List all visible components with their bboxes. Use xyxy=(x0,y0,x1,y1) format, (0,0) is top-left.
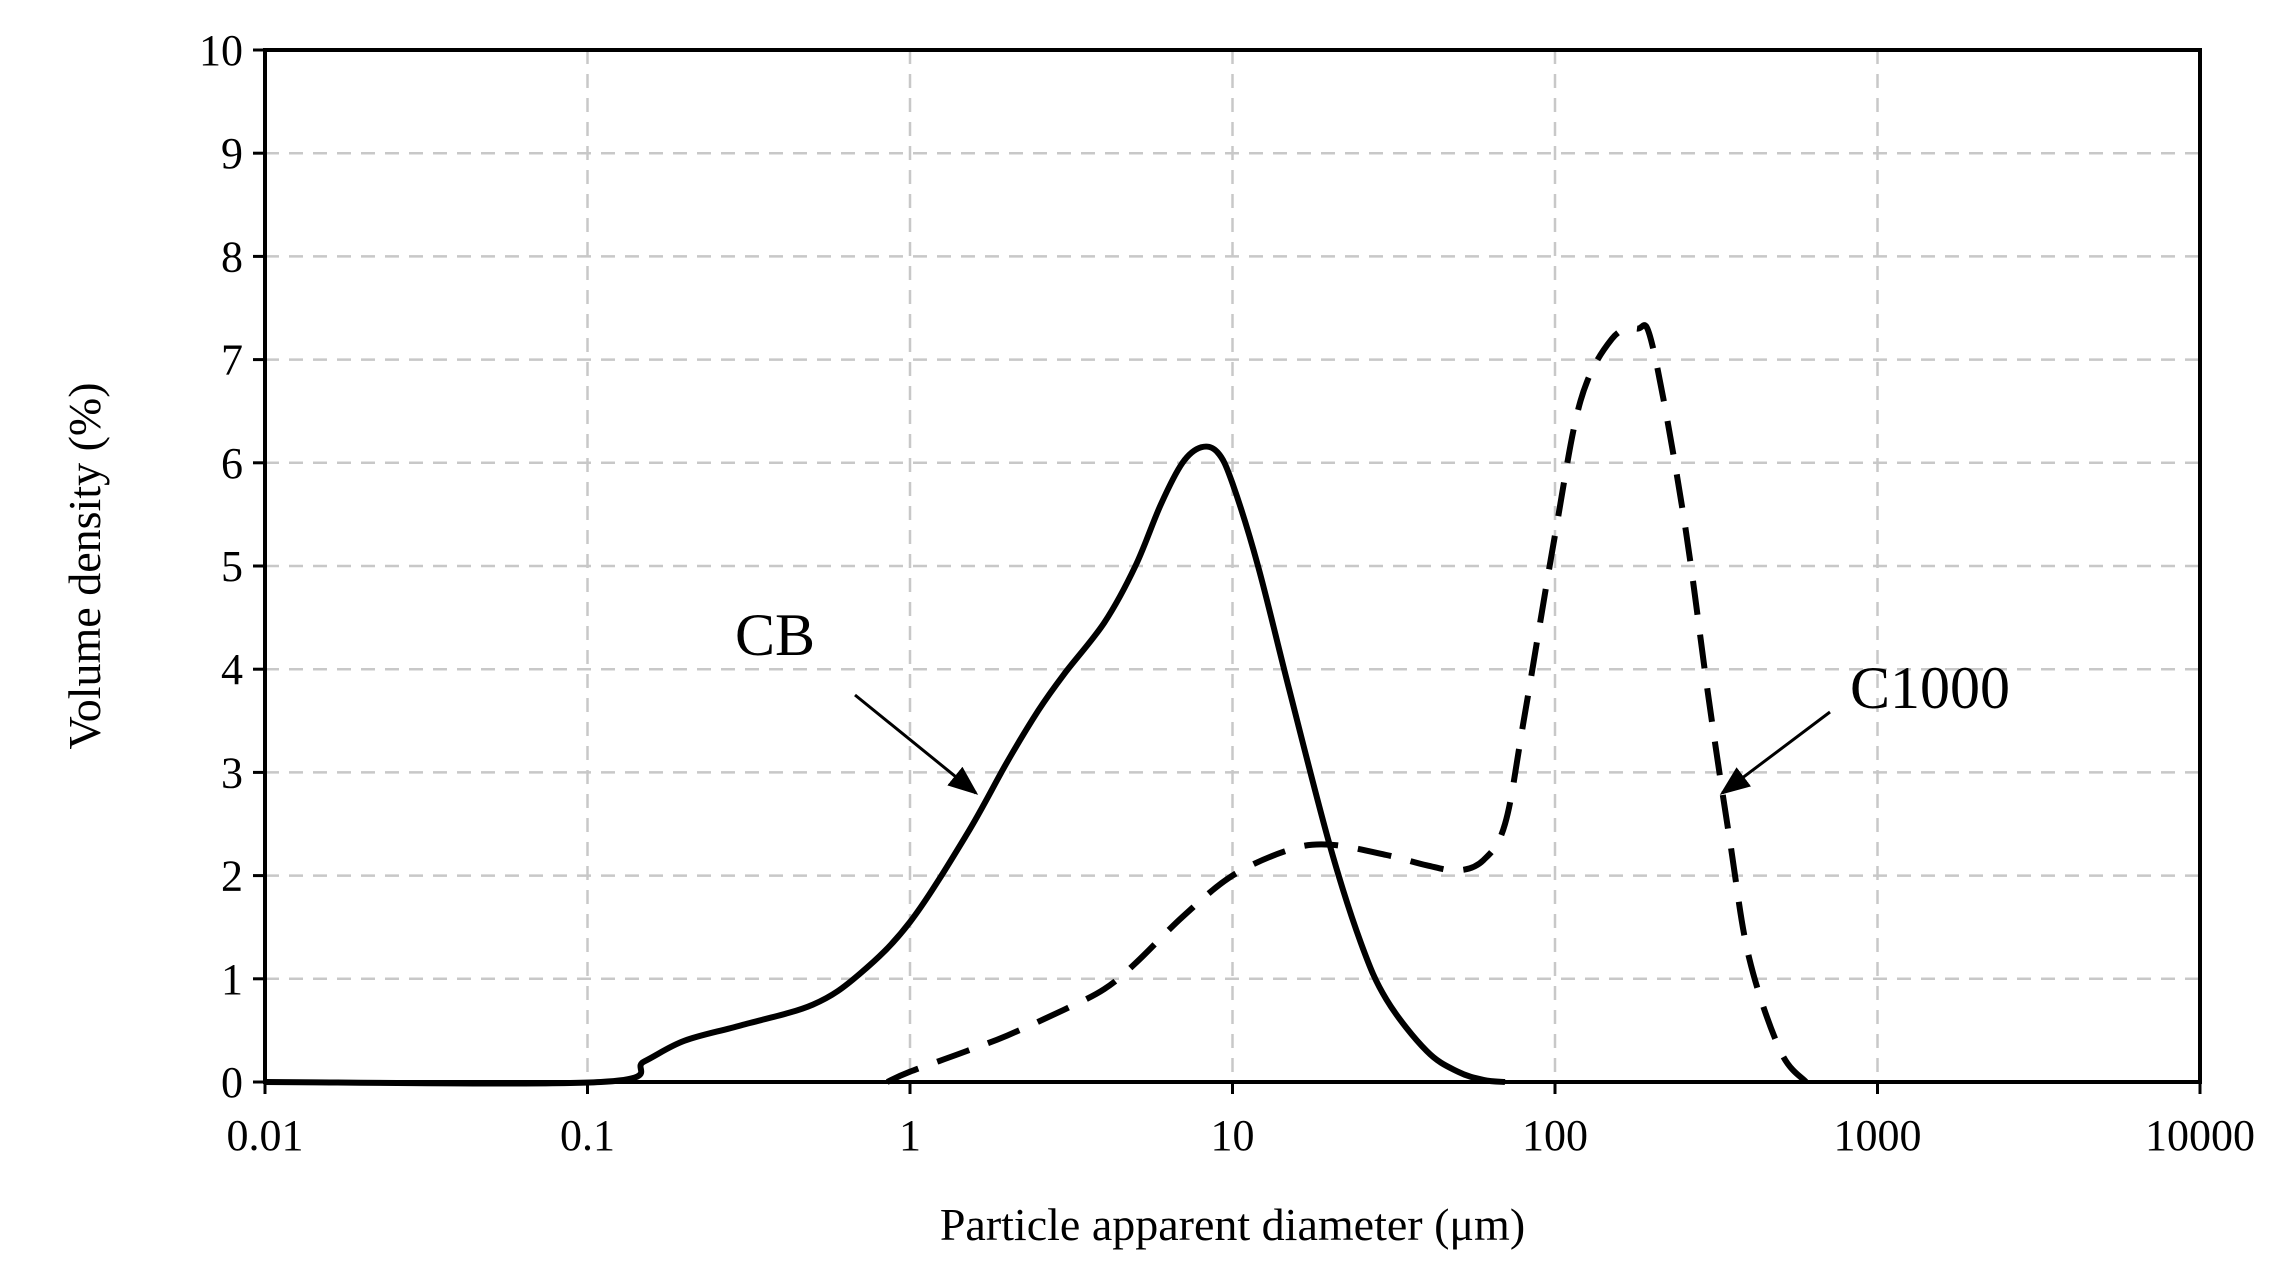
x-tick-label: 100 xyxy=(1522,1111,1588,1160)
y-tick-label: 5 xyxy=(221,542,243,591)
series-line-cb xyxy=(264,443,1506,1087)
x-tick-label: 0.1 xyxy=(560,1111,615,1160)
y-tick-label: 7 xyxy=(221,336,243,385)
annotation-arrow-c1000 xyxy=(1719,710,1831,795)
annotation-label-c1000: C1000 xyxy=(1850,655,2010,721)
x-tick-label: 1000 xyxy=(1834,1111,1922,1160)
y-tick-label: 3 xyxy=(221,748,243,797)
annotation-label-cb: CB xyxy=(735,602,815,668)
y-tick-label: 10 xyxy=(199,26,243,75)
ticks-group: 0 1 2 3 4 5 6 7 8 9 10 0.01 0.1 1 10 100 1000 10000 xyxy=(199,26,2255,1160)
x-tick-label: 0.01 xyxy=(227,1111,304,1160)
y-tick-label: 0 xyxy=(221,1058,243,1107)
y-tick-label: 9 xyxy=(221,129,243,178)
y-tick-label: 1 xyxy=(221,955,243,1004)
y-tick-label: 8 xyxy=(221,232,243,281)
x-tick-label: 10000 xyxy=(2145,1111,2255,1160)
annotations-group: CB C1000 xyxy=(735,602,2010,795)
series-line-c1000 xyxy=(885,322,1809,1085)
x-tick-label: 10 xyxy=(1211,1111,1255,1160)
y-tick-label: 6 xyxy=(221,439,243,488)
y-tick-label: 2 xyxy=(221,852,243,901)
x-tick-label: 1 xyxy=(899,1111,921,1160)
y-axis-title: Volume density (%) xyxy=(59,382,110,749)
grid-lines xyxy=(265,50,2200,1082)
y-tick-label: 4 xyxy=(221,645,243,694)
series-group xyxy=(264,322,1809,1087)
x-axis-title: Particle apparent diameter (μm) xyxy=(940,1199,1525,1250)
annotation-arrow-cb xyxy=(854,693,979,795)
